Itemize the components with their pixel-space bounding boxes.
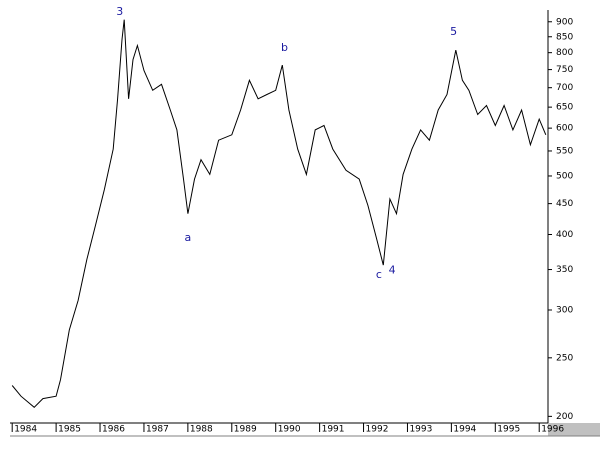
y-tick-label: 200 xyxy=(556,412,573,422)
y-tick-label: 450 xyxy=(556,199,573,209)
price-line xyxy=(11,19,547,408)
wave-label: 5 xyxy=(450,25,457,38)
x-tick-label: 1991 xyxy=(322,425,345,435)
x-tick-label: 1990 xyxy=(278,425,301,435)
x-tick-label: 1994 xyxy=(453,425,476,435)
y-tick-label: 300 xyxy=(556,305,573,315)
y-tick-label: 400 xyxy=(556,230,573,240)
y-tick-label: 600 xyxy=(556,124,573,134)
x-tick-label: 1993 xyxy=(409,425,432,435)
x-tick-label: 1995 xyxy=(497,425,520,435)
y-tick-label: 350 xyxy=(556,265,573,275)
wave-label: 3 xyxy=(116,5,123,18)
wave-label: 4 xyxy=(389,263,396,276)
x-tick-label: 1985 xyxy=(58,425,81,435)
y-tick-label: 800 xyxy=(556,48,573,58)
x-tick-label: 1986 xyxy=(102,425,125,435)
y-tick-label: 700 xyxy=(556,83,573,93)
x-tick-label: 1987 xyxy=(146,425,169,435)
y-tick-label: 650 xyxy=(556,103,573,113)
y-tick-label: 900 xyxy=(556,17,573,27)
x-tick-label: 1996 xyxy=(541,425,564,435)
x-tick-label: 1992 xyxy=(366,425,389,435)
y-tick-label: 250 xyxy=(556,353,573,363)
y-tick-label: 850 xyxy=(556,32,573,42)
scroll-bar xyxy=(548,423,600,436)
x-tick-label: 1988 xyxy=(190,425,213,435)
y-tick-label: 500 xyxy=(556,171,573,181)
x-tick-label: 1989 xyxy=(234,425,257,435)
y-tick-label: 550 xyxy=(556,146,573,156)
wave-label: b xyxy=(281,41,288,54)
wave-label: c xyxy=(376,268,382,281)
wave-label: a xyxy=(184,231,191,244)
y-tick-label: 750 xyxy=(556,65,573,75)
x-tick-label: 1984 xyxy=(14,425,37,435)
